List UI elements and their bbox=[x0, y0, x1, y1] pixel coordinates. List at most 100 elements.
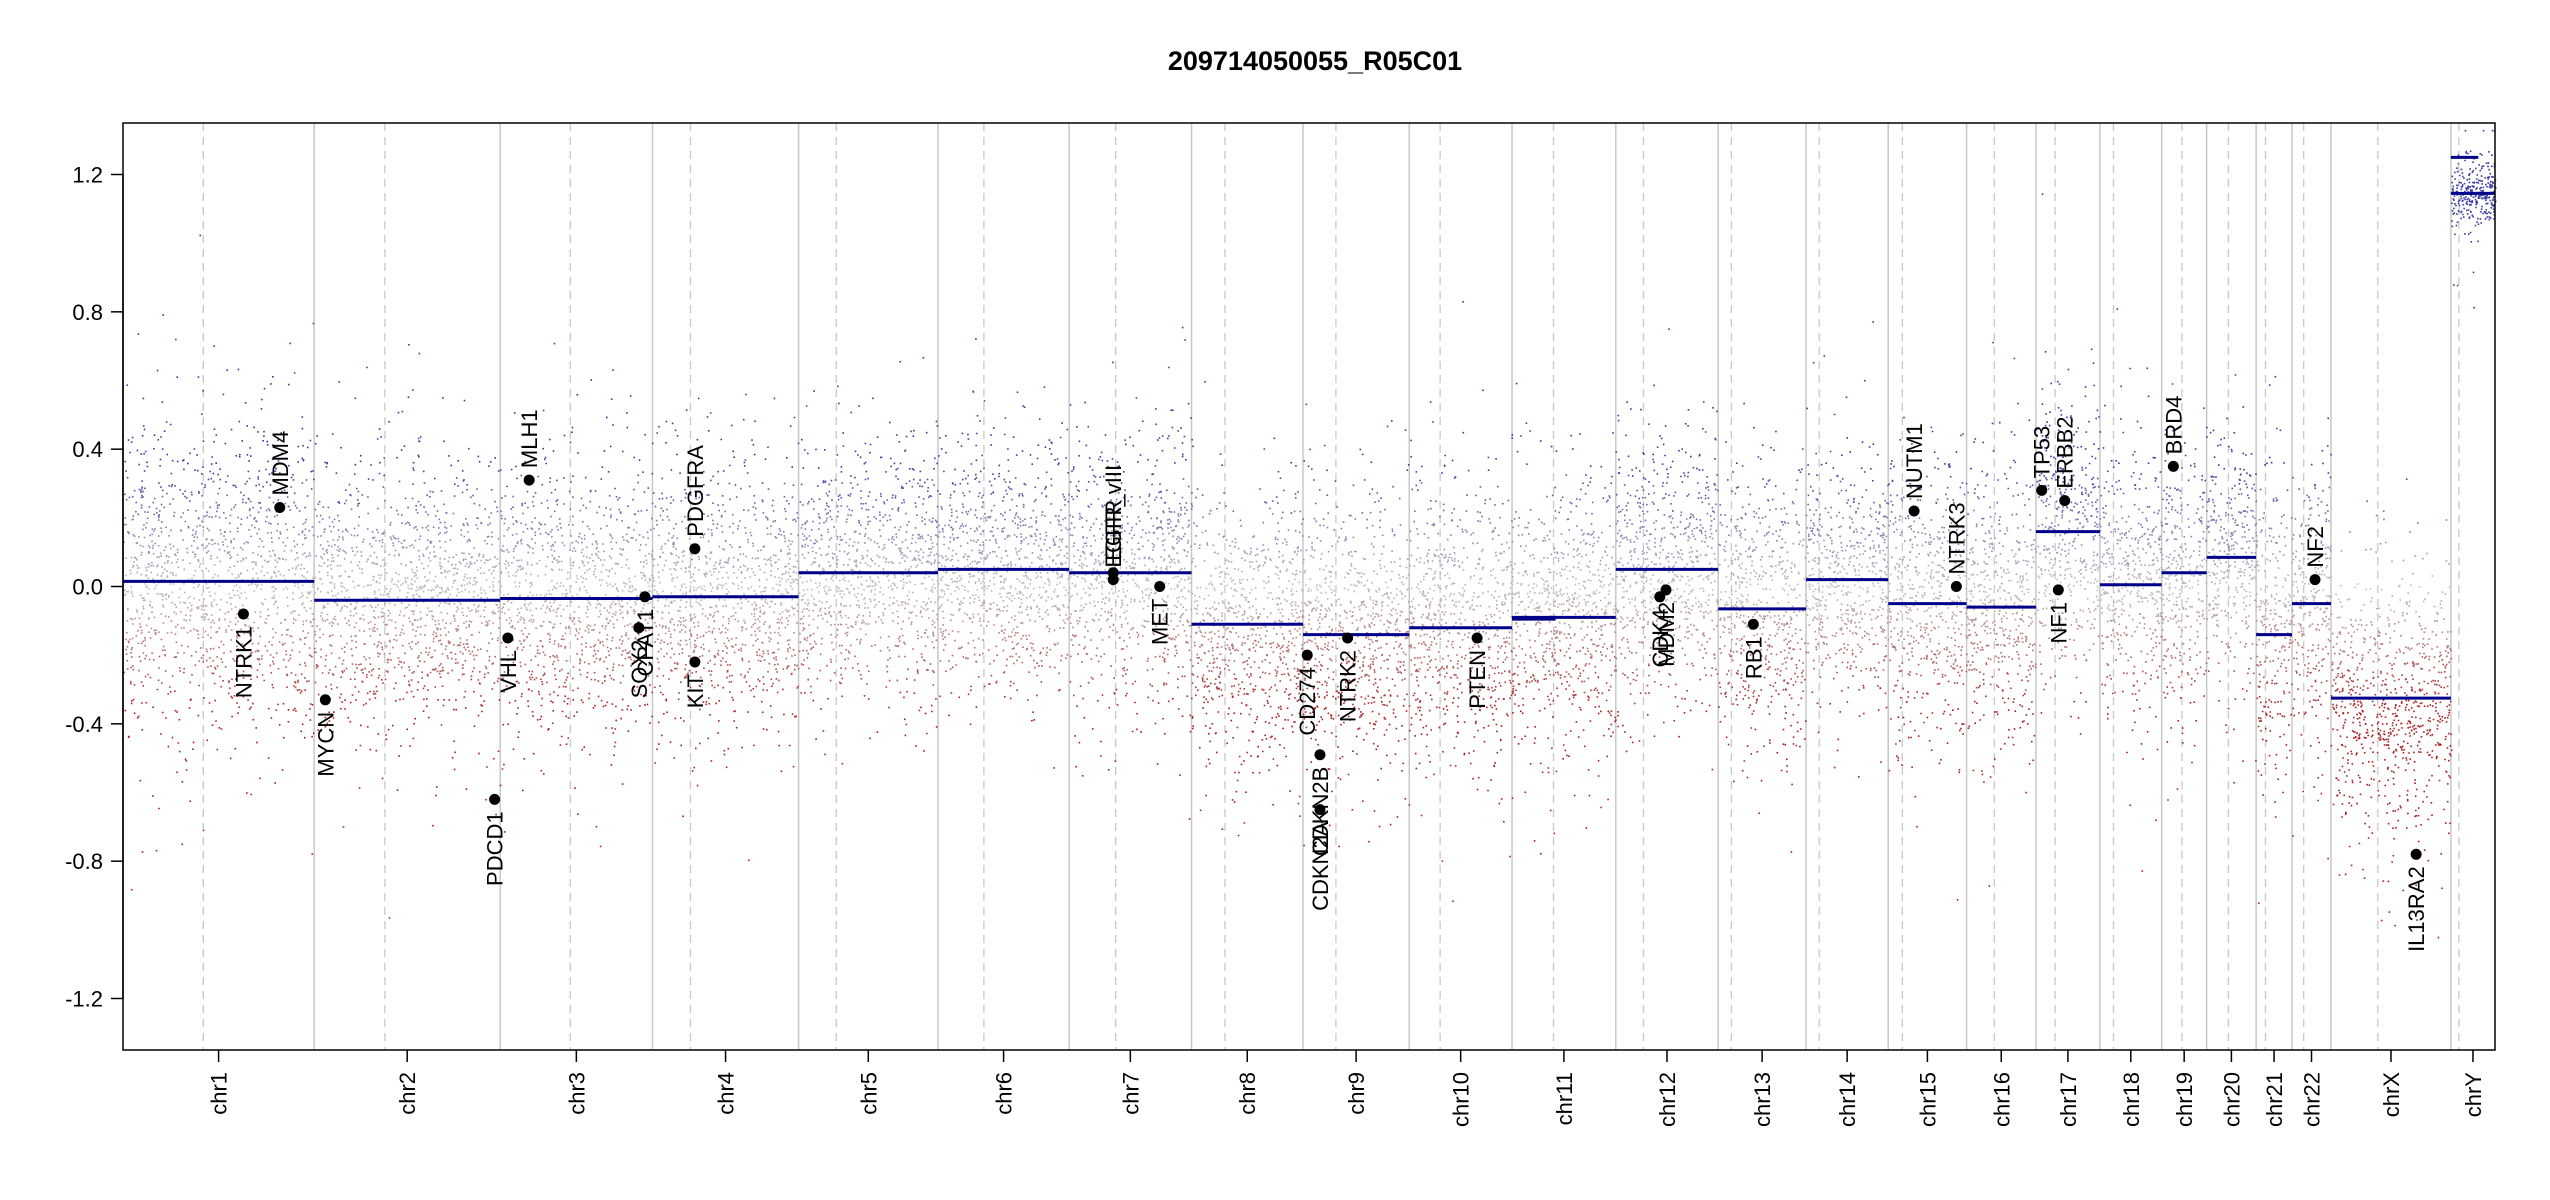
probe-point-group bbox=[201, 543, 2324, 546]
probe-point-group bbox=[251, 524, 2310, 527]
probe-point-group bbox=[138, 655, 2448, 658]
probe-point-group bbox=[141, 479, 2246, 482]
probe-point-group bbox=[156, 555, 2297, 558]
probe-point-group bbox=[168, 594, 2330, 597]
probe-point-group bbox=[275, 467, 2241, 470]
y-tick-label: -0.8 bbox=[65, 849, 103, 874]
probe-point-group bbox=[164, 562, 2450, 565]
probe-point-group bbox=[130, 666, 2435, 669]
probe-point-group bbox=[170, 485, 2100, 488]
probe-point-group bbox=[140, 506, 2249, 509]
probe-point-group bbox=[206, 650, 2447, 653]
probe-point-group bbox=[139, 625, 2354, 628]
probe-point-group bbox=[131, 618, 2445, 621]
probe-point-group bbox=[169, 542, 2382, 546]
probe-point-group bbox=[147, 587, 2372, 590]
probe-point-group bbox=[151, 606, 2443, 609]
probe-point-group bbox=[227, 692, 2437, 695]
probe-point-group bbox=[123, 581, 2228, 584]
probe-point-group bbox=[145, 521, 2419, 525]
probe-point-group bbox=[194, 468, 2245, 472]
probe-point-group bbox=[127, 608, 2322, 611]
probe-point-group bbox=[130, 682, 2429, 685]
gene-label: RB1 bbox=[1741, 636, 1766, 679]
probe-point-group bbox=[310, 599, 2302, 602]
gene-dot bbox=[319, 694, 331, 706]
probe-point-group bbox=[211, 605, 2410, 608]
gene-label: PDCD1 bbox=[483, 811, 508, 886]
probe-point-group bbox=[685, 492, 1976, 494]
probe-point-group bbox=[148, 658, 2443, 661]
gene-dot bbox=[237, 608, 249, 620]
x-tick-label: chr2 bbox=[395, 1072, 420, 1115]
x-tick-label: chr17 bbox=[2056, 1072, 2081, 1127]
probe-point-group bbox=[378, 589, 979, 591]
gene-dot bbox=[2052, 584, 2064, 596]
gene-label: NF1 bbox=[2046, 602, 2071, 644]
gene-dot bbox=[689, 543, 701, 555]
probe-point-group bbox=[198, 583, 2294, 586]
probe-point-group bbox=[240, 522, 2303, 526]
probe-point-group bbox=[203, 696, 2439, 699]
probe-point-group bbox=[125, 469, 2057, 473]
gene-label: ERBB2 bbox=[2053, 417, 2078, 489]
probe-point-group bbox=[521, 649, 2342, 651]
probe-point-group bbox=[147, 576, 2330, 580]
probe-point-group bbox=[162, 605, 2343, 609]
gene-label: NTRK2 bbox=[1336, 650, 1361, 722]
y-tick-label: -0.4 bbox=[65, 712, 103, 737]
probe-point-group bbox=[129, 680, 2433, 683]
x-axis: chr1 chr2 chr3 chr4 chr5 chr6 chr7 chr8 chr9 chr1… bbox=[207, 1050, 2486, 1127]
probe-point-group bbox=[145, 654, 2389, 657]
probe-point-group bbox=[206, 537, 2294, 540]
probe-point-group bbox=[189, 499, 2306, 502]
gene-label: NTRK3 bbox=[1944, 502, 1969, 574]
probe-point-group bbox=[151, 561, 2311, 564]
x-tick-label: chr13 bbox=[1750, 1072, 1775, 1127]
probe-point-group bbox=[908, 480, 1908, 483]
probe-point-group bbox=[170, 529, 2313, 532]
probe-point-group bbox=[204, 515, 2283, 518]
probe-point-group bbox=[142, 605, 2436, 608]
probe-point-group bbox=[145, 575, 2434, 578]
gene-dot bbox=[1471, 632, 1483, 644]
probe-point-group bbox=[374, 616, 2389, 619]
probe-point-group bbox=[299, 637, 2448, 640]
probe-point-group bbox=[281, 643, 2429, 646]
x-tick-label: chr22 bbox=[2300, 1072, 2325, 1127]
x-tick-label: chr1 bbox=[207, 1072, 232, 1115]
gene-label: IL13RA2 bbox=[2404, 866, 2429, 952]
x-tick-label: chr21 bbox=[2262, 1072, 2287, 1127]
probe-point-group bbox=[258, 662, 2448, 666]
probe-point-group bbox=[138, 488, 2262, 491]
probe-point-group bbox=[249, 500, 2368, 503]
probe-point-group bbox=[143, 536, 2324, 539]
probe-point-group bbox=[167, 596, 2331, 599]
probe-point-group bbox=[141, 488, 2300, 490]
probe-point-group bbox=[130, 592, 2430, 595]
probe-point-group bbox=[153, 497, 2320, 500]
x-tick-label: chr19 bbox=[2172, 1072, 2197, 1127]
probe-point-group bbox=[149, 676, 2447, 679]
probe-point-group bbox=[134, 556, 2170, 559]
probe-point-group bbox=[189, 609, 2294, 612]
x-tick-label: chr8 bbox=[1235, 1072, 1260, 1115]
probe-point-group bbox=[136, 558, 2295, 561]
x-tick-label: chrX bbox=[2379, 1072, 2404, 1118]
probe-point-group bbox=[142, 544, 2332, 548]
probe-point-group bbox=[166, 492, 2243, 495]
probe-point-group bbox=[140, 504, 2216, 507]
probe-point-group bbox=[153, 530, 2237, 533]
segment-lines bbox=[123, 155, 2495, 700]
probe-point-group bbox=[151, 652, 2425, 655]
probe-point-group bbox=[126, 667, 2422, 670]
probe-point-group bbox=[260, 570, 2304, 573]
x-tick-label: chr12 bbox=[1655, 1072, 1680, 1127]
probe-point-group bbox=[260, 588, 2367, 591]
probe-point-group bbox=[300, 672, 2355, 676]
probe-point-group bbox=[227, 624, 2422, 628]
probe-point-group bbox=[201, 482, 2241, 485]
gene-dot bbox=[639, 591, 651, 603]
chart-title: 209714050055_R05C01 bbox=[1168, 46, 1462, 76]
